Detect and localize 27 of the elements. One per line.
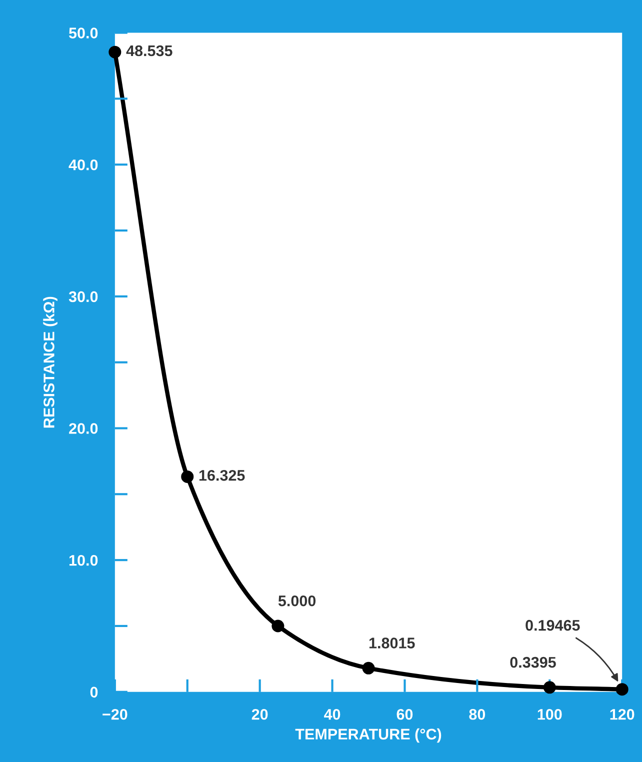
y-axis-title: RESISTANCE (kΩ) (43, 296, 58, 428)
x-tick-label: −20 (102, 708, 128, 720)
point (108, 46, 122, 58)
data-label: 5.000 (278, 595, 316, 606)
data-label: 48.535 (126, 45, 172, 56)
x-tick-label: 120 (610, 708, 634, 720)
data-label: 0.3395 (510, 656, 556, 668)
data-label: 16.325 (199, 470, 245, 481)
point (616, 683, 628, 696)
x-axis-title: TEMPERATURE (°C) (295, 728, 442, 743)
y-tick-label: 10.0 (69, 554, 98, 566)
y-tick-label: 0 (90, 686, 98, 698)
point (272, 620, 284, 632)
y-tick-label: 40.0 (68, 159, 98, 170)
y-tick-label: 50.0 (68, 28, 98, 38)
x-tick-label: 60 (396, 708, 413, 720)
point (181, 470, 194, 483)
x-tick-label: 40 (324, 708, 340, 720)
point (543, 681, 556, 694)
data-label: 1.8015 (369, 638, 415, 648)
x-tick-label: 80 (469, 708, 486, 720)
point (362, 662, 375, 674)
data-label: 0.19465 (526, 620, 580, 631)
y-tick-label: 30.0 (68, 291, 98, 302)
x-tick-label: 20 (252, 708, 268, 720)
x-tick-label: 100 (538, 708, 562, 720)
y-tick-label: 20.0 (69, 423, 98, 434)
